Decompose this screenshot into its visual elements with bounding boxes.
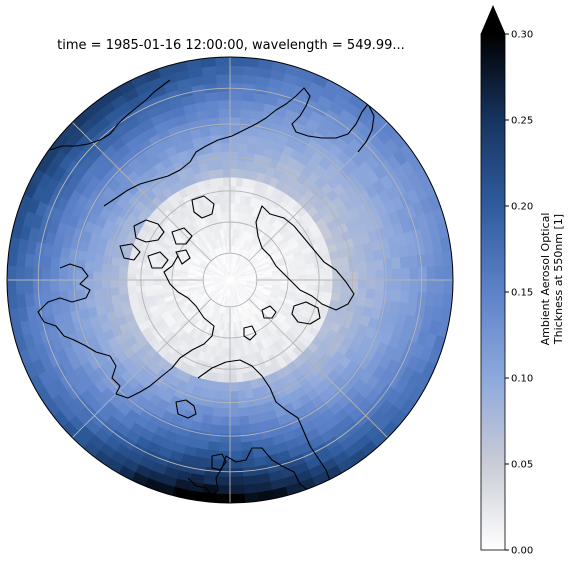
- coastline-north-america: [103, 87, 375, 207]
- colorbar-tick-label: 0.25: [511, 116, 533, 127]
- colorbar-tick-label: 0.00: [511, 546, 533, 557]
- coastline-eurasia: [37, 255, 215, 399]
- colorbar-tick-label: 0.05: [511, 460, 533, 471]
- coastline-greenland: [255, 205, 355, 311]
- colorbar-label-line2: Thickness at 550nm [1]: [552, 214, 565, 345]
- colorbar-label-line1: Ambient Aerosol Optical: [539, 213, 552, 346]
- colorbar-tick-label: 0.30: [511, 30, 533, 41]
- coastline-canadian-archipelago: [119, 195, 215, 269]
- colorbar-extend-arrow: [480, 4, 506, 35]
- coastline-iceland: [291, 301, 321, 325]
- coastline-british-isles: [175, 399, 197, 419]
- map-border: [6, 56, 454, 504]
- colorbar-tick-label: 0.15: [511, 288, 533, 299]
- polar-map: [6, 56, 454, 504]
- coastlines: [37, 79, 375, 497]
- map-title: time = 1985-01-16 12:00:00, wavelength =…: [57, 38, 405, 53]
- colorbar: 0.00 0.05 0.10 0.15 0.20 0.25 0.30 Ambient Aer…: [480, 4, 565, 557]
- colorbar-tick-label: 0.10: [511, 374, 533, 385]
- colorbar-ticks: 0.00 0.05 0.10 0.15 0.20 0.25 0.30: [505, 30, 533, 557]
- pole-marker: [225, 275, 235, 285]
- colorbar-bar: [480, 33, 506, 551]
- colorbar-tick-label: 0.20: [511, 202, 533, 213]
- coastline-svalbard: [243, 305, 277, 341]
- gridlines: [7, 57, 453, 503]
- coastline-alaska: [49, 79, 171, 151]
- coastline-japan: [211, 453, 227, 471]
